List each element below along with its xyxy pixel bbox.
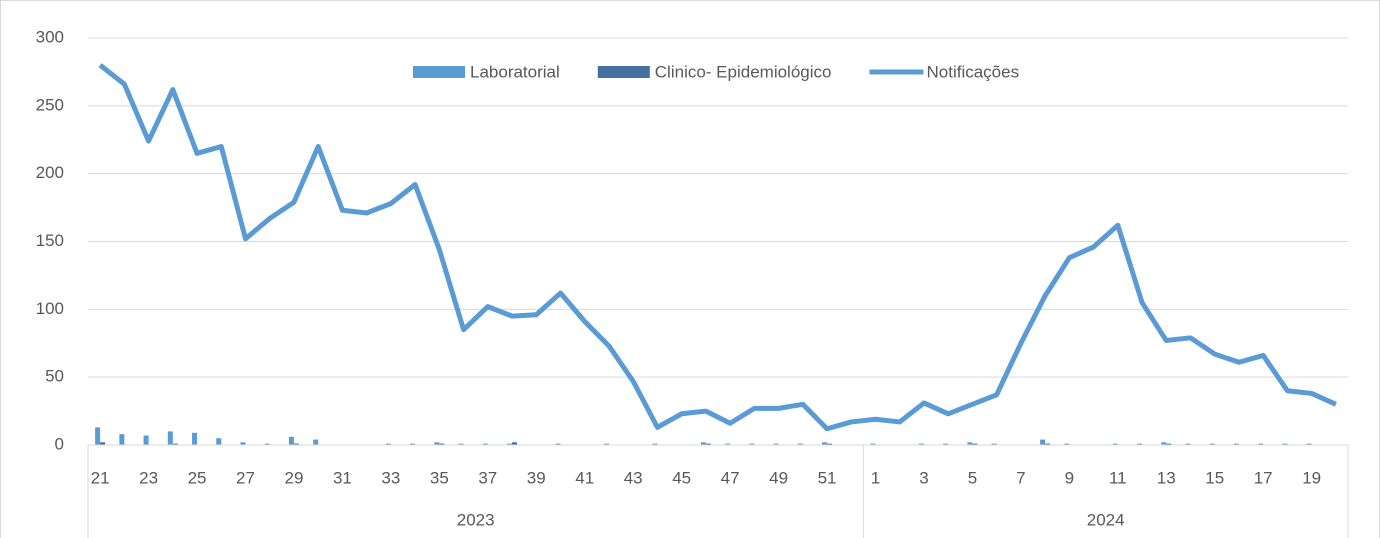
bar [264, 443, 270, 445]
bar [100, 442, 106, 445]
y-tick-label: 300 [36, 27, 64, 46]
bar [119, 434, 125, 445]
bar [240, 442, 246, 445]
bar [700, 442, 706, 445]
y-tick-label: 0 [55, 434, 64, 453]
x-tick-label: 11 [1109, 468, 1127, 487]
x-tick-label: 29 [285, 468, 304, 487]
x-tick-label: 7 [1016, 468, 1025, 487]
bar [943, 443, 949, 445]
bar [216, 438, 222, 445]
bar [967, 442, 973, 445]
bar [95, 427, 101, 445]
legend-swatch [413, 66, 465, 78]
bar [192, 432, 198, 445]
x-tick-label: 15 [1205, 468, 1224, 487]
x-tick-label: 19 [1302, 468, 1321, 487]
x-tick-label: 39 [527, 468, 546, 487]
bar [822, 442, 828, 445]
bar [482, 443, 488, 445]
legend-label: Laboratorial [470, 62, 560, 81]
legend-swatch [597, 66, 650, 78]
bar [1137, 443, 1143, 445]
x-tick-label: 37 [478, 468, 497, 487]
bar [439, 443, 445, 445]
x-tick-label: 17 [1254, 468, 1273, 487]
bar [458, 443, 464, 445]
x-tick-label: 45 [672, 468, 691, 487]
y-tick-label: 50 [45, 367, 64, 386]
bar [1040, 439, 1046, 445]
y-tick-label: 250 [36, 95, 64, 114]
x-tick-label: 3 [919, 468, 928, 487]
bar [827, 443, 833, 445]
x-tick-label: 9 [1065, 468, 1074, 487]
bar [603, 443, 609, 445]
legend-label: Notificações [926, 62, 1019, 81]
bar [705, 443, 711, 445]
bar [288, 436, 294, 445]
x-tick-label: 43 [624, 468, 643, 487]
y-tick-label: 100 [36, 299, 64, 318]
x-tick-label: 35 [430, 468, 449, 487]
bar [972, 443, 978, 445]
bar [652, 443, 658, 445]
bar [1233, 443, 1239, 445]
bar [1258, 443, 1264, 445]
bar [870, 443, 876, 445]
bar [1282, 443, 1288, 445]
y-tick-label: 150 [36, 231, 64, 250]
x-tick-label: 49 [769, 468, 788, 487]
x-tick-label: 13 [1157, 468, 1176, 487]
bar [434, 442, 440, 445]
bar [991, 443, 997, 445]
bar [797, 443, 803, 445]
x-tick-label: 47 [721, 468, 740, 487]
bar [1112, 443, 1118, 445]
bar [143, 435, 149, 445]
bar [725, 443, 731, 445]
bar [1064, 443, 1070, 445]
bar [1161, 442, 1167, 445]
x-tick-label: 1 [871, 468, 880, 487]
bar [1209, 443, 1215, 445]
bar [410, 443, 416, 445]
bar [918, 443, 924, 445]
bar [1306, 443, 1312, 445]
bar [313, 439, 319, 445]
bar [385, 443, 391, 445]
bar [167, 431, 173, 445]
x-tick-label: 31 [333, 468, 352, 487]
line [98, 63, 1337, 432]
x-tick-label: 25 [188, 468, 207, 487]
bar [172, 443, 178, 445]
group-label: 2023 [457, 510, 495, 529]
x-tick-label: 23 [139, 468, 158, 487]
y-tick-label: 200 [36, 163, 64, 182]
x-tick-label: 51 [818, 468, 837, 487]
x-tick-label: 5 [968, 468, 977, 487]
bar [293, 443, 299, 445]
bar [1045, 443, 1051, 445]
x-tick-label: 21 [91, 468, 110, 487]
bar [1166, 443, 1172, 445]
bar [773, 443, 779, 445]
bar [507, 443, 513, 445]
bar [749, 443, 755, 445]
legend-label: Clinico- Epidemiológico [655, 62, 832, 81]
bar [512, 442, 518, 445]
x-tick-label: 33 [381, 468, 400, 487]
bar [1185, 443, 1191, 445]
x-tick-label: 41 [575, 468, 594, 487]
group-label: 2024 [1087, 510, 1125, 529]
x-tick-label: 27 [236, 468, 255, 487]
bar [555, 443, 561, 445]
